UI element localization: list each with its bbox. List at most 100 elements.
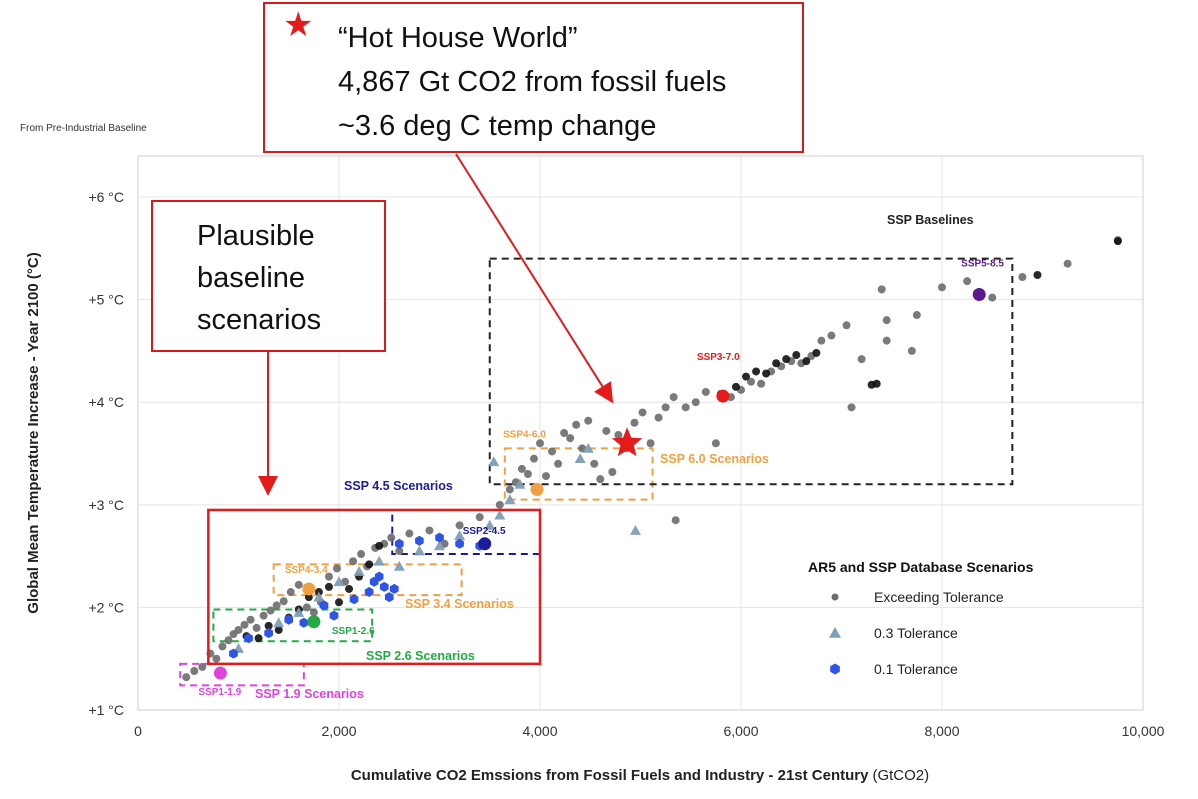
legend-marker-circle <box>831 593 839 601</box>
x-axis-label-main: Cumulative CO2 Emssions from Fossil Fuel… <box>351 767 869 784</box>
legend-marker-hexagon <box>830 663 840 675</box>
data-point-circle <box>638 408 647 417</box>
scenario-marker <box>530 482 544 496</box>
data-point-circle <box>752 367 761 376</box>
data-point-circle <box>554 459 563 468</box>
x-tick-label: 0 <box>134 723 142 739</box>
baseline-note: From Pre-Industrial Baseline <box>20 123 147 134</box>
scenario-marker <box>213 666 227 680</box>
data-point-circle <box>332 564 341 573</box>
data-point-hexagon <box>284 614 294 625</box>
data-point-circle <box>455 521 464 530</box>
data-point-circle <box>495 500 504 509</box>
data-point-circle <box>988 293 997 302</box>
data-point-circle <box>224 636 233 645</box>
scenario-region-label: SSP 1.9 Scenarios <box>255 687 364 701</box>
data-point-circle <box>608 467 617 476</box>
data-point-circle <box>387 533 396 542</box>
y-tick-label: +5 °C <box>88 292 124 308</box>
scenario-marker <box>307 615 321 629</box>
scenario-region-label: SSP Baselines <box>887 213 974 227</box>
data-point-circle <box>259 611 268 620</box>
data-point-circle <box>671 516 680 525</box>
data-point-circle <box>614 431 623 440</box>
data-point-circle <box>817 336 826 345</box>
data-point-hexagon <box>329 610 339 621</box>
scenario-marker-label: SSP5-8.5 <box>961 259 1004 270</box>
plausible-line-3: scenarios <box>197 304 322 336</box>
scenario-marker-label: SSP2-4.5 <box>463 526 506 537</box>
data-point-circle <box>218 642 227 651</box>
data-point-circle <box>590 459 599 468</box>
data-point-circle <box>572 420 581 429</box>
data-point-hexagon <box>264 628 273 639</box>
data-point-circle <box>345 584 354 593</box>
data-point-triangle <box>488 456 500 467</box>
data-point-circle <box>529 454 538 463</box>
legend: AR5 and SSP Database Scenarios Exceeding … <box>808 559 1034 677</box>
data-point-triangle <box>574 453 586 464</box>
data-point-circle <box>596 475 605 484</box>
scenario-region-label: SSP 2.6 Scenarios <box>366 649 475 663</box>
data-point-triangle <box>273 617 285 628</box>
data-point-circle <box>711 439 720 448</box>
hot-house-arrow <box>455 153 614 404</box>
plausible-baseline-callout: Plausible baseline scenarios <box>151 200 386 352</box>
scenario-marker <box>716 389 730 403</box>
x-tick-label: 2,000 <box>321 723 356 739</box>
data-point-circle <box>747 377 756 386</box>
data-point-circle <box>907 346 916 355</box>
data-point-circle <box>240 620 249 629</box>
y-tick-label: +3 °C <box>88 497 124 513</box>
data-point-hexagon <box>415 535 424 546</box>
hot-house-title: “Hot House World” <box>338 22 578 54</box>
scenario-marker <box>302 582 316 596</box>
data-point-triangle <box>454 530 466 540</box>
hot-house-temperature: ~3.6 deg C temp change <box>338 110 657 142</box>
data-point-hexagon <box>384 592 394 603</box>
data-point-circle <box>669 393 678 402</box>
data-point-circle <box>560 429 569 437</box>
data-point-circle <box>254 634 263 643</box>
data-point-circle <box>274 625 283 634</box>
data-point-circle <box>234 625 243 634</box>
data-point-circle <box>1018 273 1027 282</box>
data-point-circle <box>252 623 261 632</box>
y-axis-label: Global Mean Temperature Increase - Year … <box>25 252 42 613</box>
data-point-circle <box>304 593 313 602</box>
data-point-circle <box>757 379 766 388</box>
data-point-hexagon <box>374 571 384 582</box>
data-point-circle <box>742 372 751 381</box>
data-point-triangle <box>504 494 516 505</box>
data-point-hexagon <box>364 587 374 597</box>
data-point-circle <box>762 369 771 378</box>
data-point-triangle <box>393 560 405 571</box>
data-point-circle <box>1063 259 1072 268</box>
data-point-triangle <box>582 442 594 453</box>
data-point-circle <box>877 285 886 294</box>
data-point-circle <box>731 382 740 391</box>
y-tick-label: +1 °C <box>88 702 124 718</box>
legend-item-label: 0.1 Tolerance <box>874 661 958 677</box>
data-point-circle <box>536 439 544 448</box>
data-point-circle <box>190 667 199 676</box>
data-point-circle <box>584 416 593 425</box>
x-tick-label: 10,000 <box>1122 723 1165 739</box>
x-tick-label: 6,000 <box>723 723 758 739</box>
legend-item-label: 0.3 Tolerance <box>874 625 958 641</box>
data-point-triangle <box>484 519 496 530</box>
data-point-circle <box>279 597 288 606</box>
data-point-circle <box>542 472 551 481</box>
data-point-triangle <box>373 555 385 566</box>
data-point-circle <box>523 470 532 479</box>
data-point-hexagon <box>379 581 389 592</box>
data-point-circle <box>335 598 343 607</box>
data-point-circle <box>792 351 801 360</box>
data-point-circle <box>425 526 434 535</box>
data-point-triangle <box>494 509 506 520</box>
hot-house-callout: ★ “Hot House World” 4,867 Gt CO2 from fo… <box>263 2 804 153</box>
data-point-circle <box>646 439 655 448</box>
scenario-marker-label: SSP4-6.0 <box>503 429 546 440</box>
data-point-circle <box>1033 271 1042 280</box>
data-point-circle <box>357 550 366 559</box>
